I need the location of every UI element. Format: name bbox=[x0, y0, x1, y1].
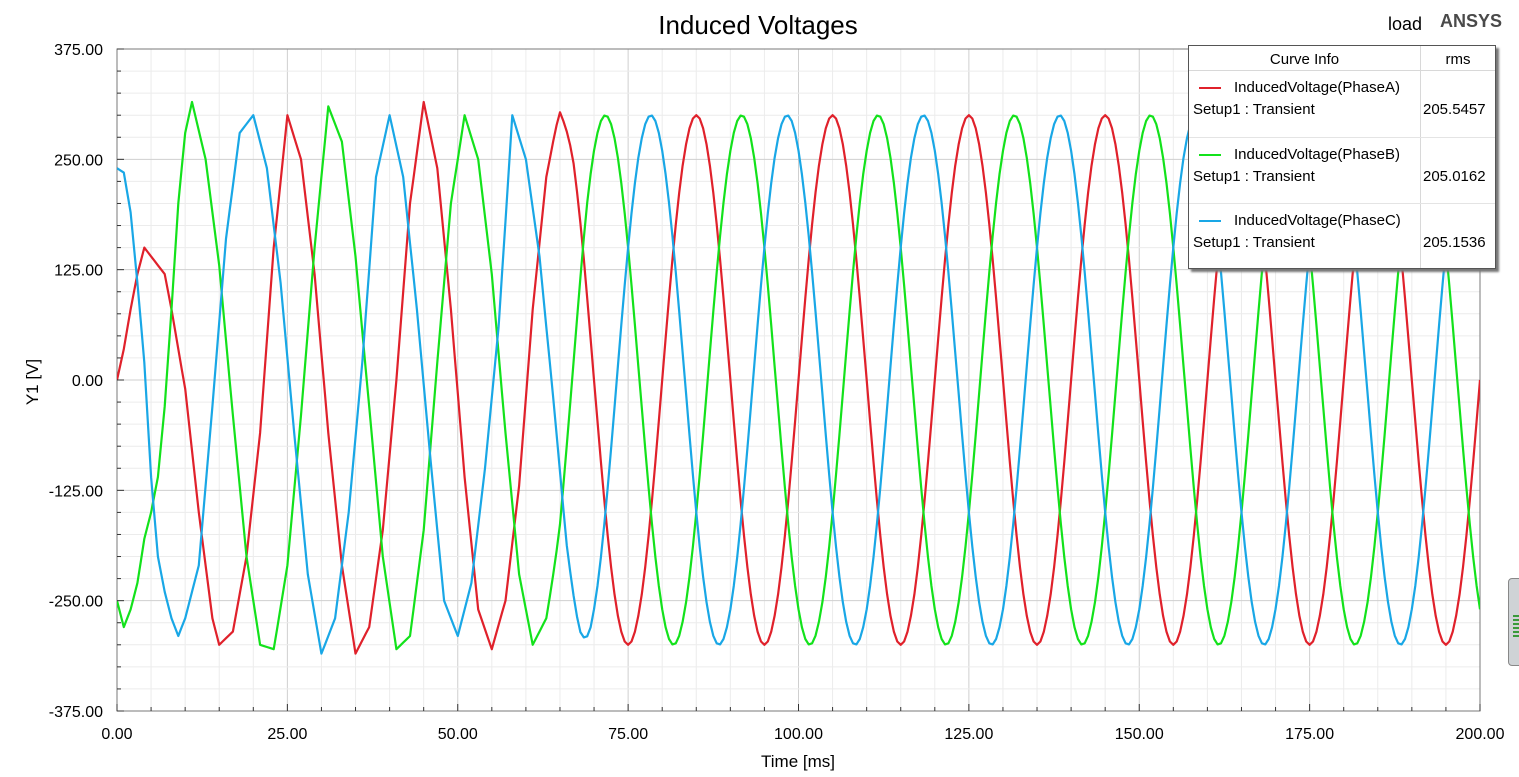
x-axis-label: Time [ms] bbox=[761, 752, 835, 771]
y-tick-label: 0.00 bbox=[72, 373, 103, 390]
y-tick-label: 250.00 bbox=[54, 152, 103, 169]
ansys-logo: ANSYS bbox=[1440, 11, 1502, 31]
legend-series-name: InducedVoltage(PhaseC) bbox=[1234, 212, 1401, 229]
x-tick-label: 200.00 bbox=[1456, 726, 1505, 743]
x-tick-label: 75.00 bbox=[608, 726, 648, 743]
axis-ticks bbox=[116, 48, 1481, 712]
x-tick-label: 50.00 bbox=[438, 726, 478, 743]
series-phase-b bbox=[117, 100, 1480, 651]
y-tick-label: -125.00 bbox=[49, 483, 103, 500]
y-tick-labels: 375.00 250.00 125.00 0.00 -125.00 -250.00 -375… bbox=[49, 42, 103, 721]
legend-row-phase-c[interactable]: InducedVoltage(PhaseC) Setup1 : Transien… bbox=[1189, 203, 1495, 270]
legend-row-phase-b[interactable]: InducedVoltage(PhaseB) Setup1 : Transien… bbox=[1189, 137, 1495, 204]
series-phase-c bbox=[117, 114, 1480, 655]
y-tick-label: 125.00 bbox=[54, 263, 103, 280]
x-tick-label: 25.00 bbox=[267, 726, 307, 743]
x-tick-labels: 0.00 25.00 50.00 75.00 100.00 125.00 150.00 175… bbox=[101, 726, 1504, 743]
legend-rms-value: 205.5457 bbox=[1423, 101, 1486, 118]
legend[interactable]: Curve Info rms InducedVoltage(PhaseA) Se… bbox=[1188, 45, 1496, 269]
side-scroll-handle[interactable] bbox=[1508, 578, 1519, 666]
y-axis-label: Y1 [V] bbox=[23, 359, 42, 405]
legend-rms-value: 205.0162 bbox=[1423, 168, 1486, 185]
y-tick-label: -250.00 bbox=[49, 594, 103, 611]
legend-series-name: InducedVoltage(PhaseA) bbox=[1234, 79, 1400, 96]
x-tick-label: 125.00 bbox=[944, 726, 993, 743]
grip-icon bbox=[1513, 615, 1519, 639]
legend-row-phase-a[interactable]: InducedVoltage(PhaseA) Setup1 : Transien… bbox=[1189, 71, 1495, 137]
y-tick-label: -375.00 bbox=[49, 704, 103, 721]
legend-header: Curve Info rms bbox=[1189, 46, 1495, 71]
legend-setup-label: Setup1 : Transient bbox=[1193, 101, 1315, 118]
legend-swatch-phase-b bbox=[1199, 154, 1221, 156]
legend-header-rms: rms bbox=[1445, 51, 1471, 68]
x-tick-label: 100.00 bbox=[774, 726, 823, 743]
x-tick-label: 150.00 bbox=[1115, 726, 1164, 743]
legend-rms-value: 205.1536 bbox=[1423, 234, 1486, 251]
chart-title: Induced Voltages bbox=[658, 10, 858, 40]
legend-setup-label: Setup1 : Transient bbox=[1193, 168, 1315, 185]
legend-swatch-phase-c bbox=[1199, 220, 1221, 222]
y-tick-label: 375.00 bbox=[54, 42, 103, 59]
legend-setup-label: Setup1 : Transient bbox=[1193, 234, 1315, 251]
x-tick-label: 175.00 bbox=[1285, 726, 1334, 743]
x-tick-label: 0.00 bbox=[101, 726, 132, 743]
legend-series-name: InducedVoltage(PhaseB) bbox=[1234, 146, 1400, 163]
plot-name-label: load bbox=[1388, 14, 1422, 34]
legend-header-curve-info: Curve Info bbox=[1269, 51, 1340, 68]
legend-column-divider bbox=[1420, 46, 1421, 268]
legend-swatch-phase-a bbox=[1199, 87, 1221, 89]
